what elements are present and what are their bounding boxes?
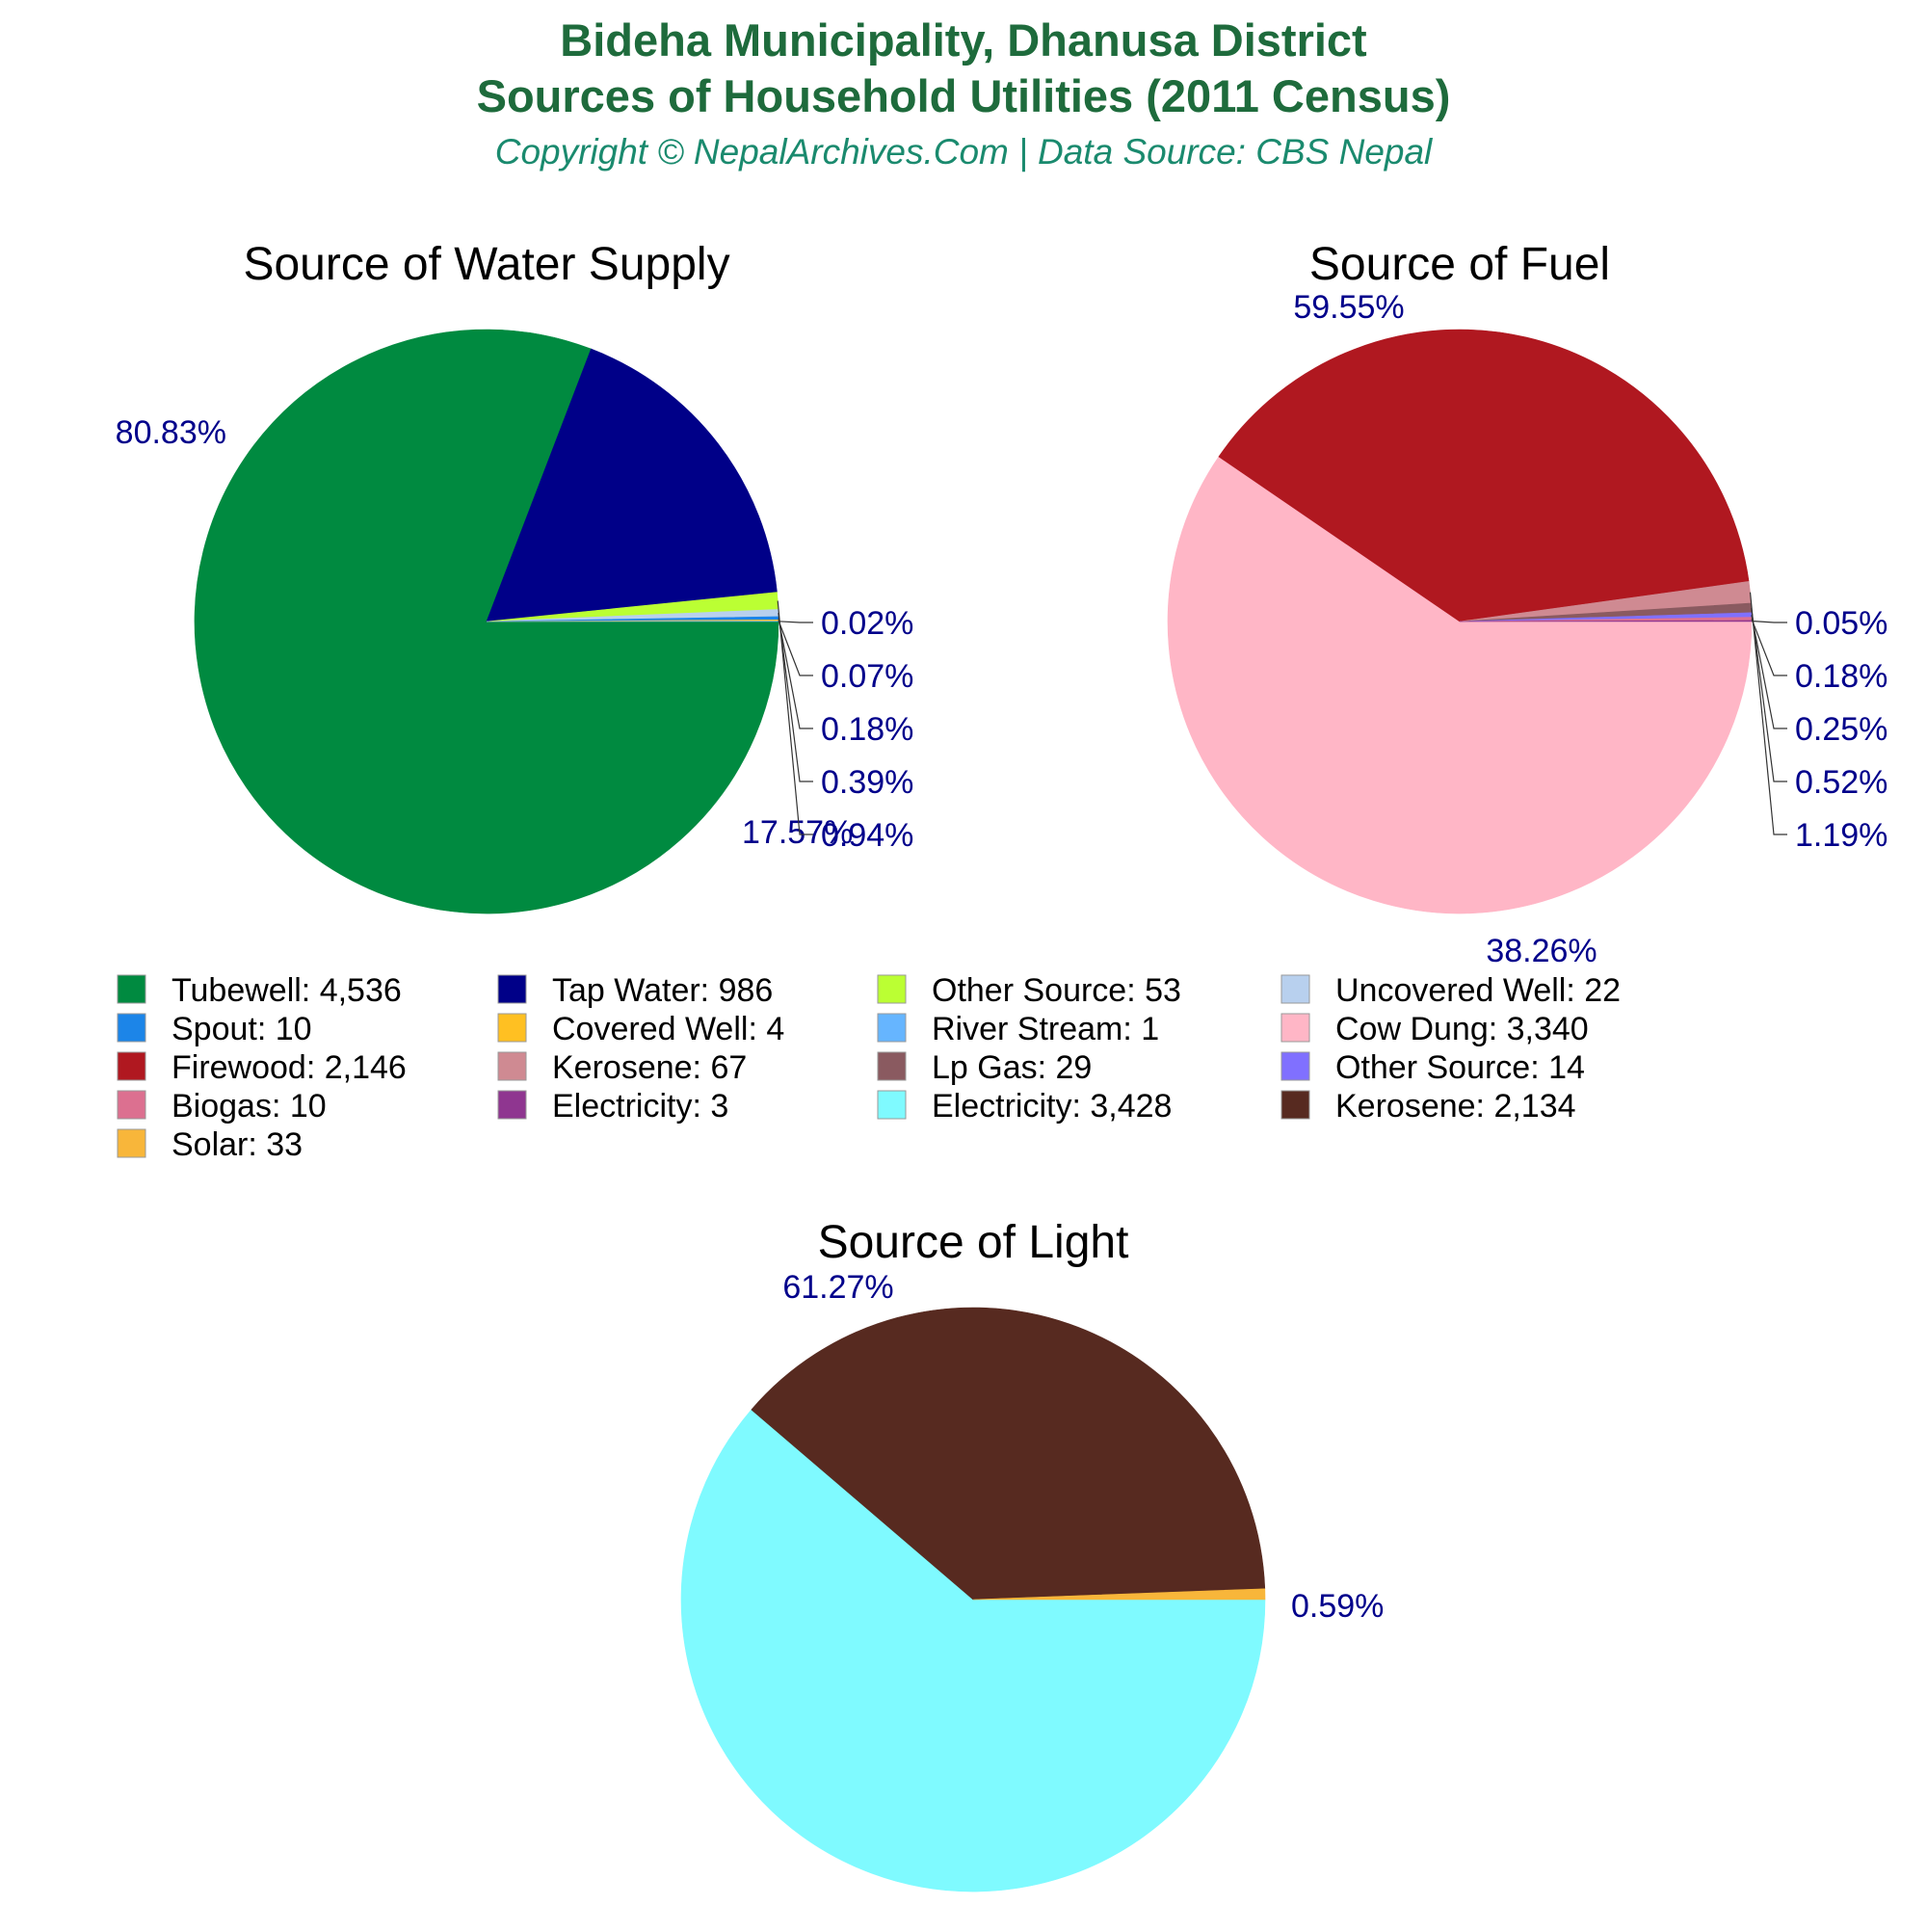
- legend-swatch: [118, 1091, 145, 1119]
- label-leader-line: [779, 613, 813, 781]
- legend-swatch: [1281, 1091, 1309, 1119]
- legend-item-electricity-3-428: Electricity: 3,428: [878, 1088, 1172, 1125]
- chart-title: Source of Water Supply: [243, 239, 729, 290]
- slice-pct-label: 59.55%: [1293, 289, 1404, 326]
- slice-pct-label: 0.52%: [1795, 764, 1887, 801]
- legend-swatch: [118, 1014, 145, 1042]
- legend-label: Lp Gas: 29: [932, 1049, 1092, 1086]
- legend-label: Kerosene: 67: [552, 1049, 747, 1086]
- pie-source-of-water-supply: Source of Water Supply80.83%17.57%0.94%0…: [116, 239, 914, 913]
- page-subtitle: Copyright © NepalArchives.Com | Data Sou…: [495, 132, 1434, 172]
- legend-swatch: [498, 1091, 526, 1119]
- legend-label: Biogas: 10: [172, 1088, 327, 1125]
- page-title-line1: Bideha Municipality, Dhanusa District: [560, 14, 1367, 66]
- legend-item-other-source-53: Other Source: 53: [878, 972, 1181, 1009]
- legend-item-biogas-10: Biogas: 10: [118, 1088, 327, 1125]
- legend-label: Covered Well: 4: [552, 1011, 784, 1047]
- label-leader-line: [778, 601, 813, 835]
- legend-label: Electricity: 3: [552, 1088, 728, 1125]
- legend-label: Uncovered Well: 22: [1335, 972, 1621, 1009]
- legend-label: Firewood: 2,146: [172, 1049, 407, 1086]
- legend-item-other-source-14: Other Source: 14: [1281, 1049, 1585, 1086]
- chart-title: Source of Fuel: [1309, 239, 1610, 290]
- legend-swatch: [1281, 1014, 1309, 1042]
- legend-swatch: [498, 1014, 526, 1042]
- legend-item-firewood-2-146: Firewood: 2,146: [118, 1049, 407, 1086]
- slice-pct-label: 61.27%: [782, 1269, 893, 1306]
- legend-item-kerosene-67: Kerosene: 67: [498, 1049, 747, 1086]
- slice-pct-label: 0.39%: [821, 764, 913, 801]
- legend-item-river-stream-1: River Stream: 1: [878, 1011, 1159, 1047]
- legend-swatch: [118, 1052, 145, 1080]
- legend-item-cow-dung-3-340: Cow Dung: 3,340: [1281, 1011, 1589, 1047]
- legend-swatch: [878, 1014, 906, 1042]
- page-title-line2: Sources of Household Utilities (2011 Cen…: [477, 70, 1451, 121]
- legend-item-uncovered-well-22: Uncovered Well: 22: [1281, 972, 1621, 1009]
- legend-item-solar-33: Solar: 33: [118, 1126, 303, 1163]
- slice-pct-label: 38.26%: [1486, 933, 1597, 969]
- slice-pct-label: 0.07%: [821, 658, 913, 695]
- legend-label: River Stream: 1: [932, 1011, 1159, 1047]
- legend-item-covered-well-4: Covered Well: 4: [498, 1011, 784, 1047]
- slice-pct-label: 1.19%: [1795, 817, 1887, 854]
- legend-swatch: [878, 975, 906, 1003]
- legend-item-tap-water-986: Tap Water: 986: [498, 972, 773, 1009]
- slice-pct-label: 0.59%: [1291, 1588, 1384, 1625]
- chart-title: Source of Light: [818, 1217, 1129, 1268]
- legend-swatch: [118, 1129, 145, 1157]
- legend-swatch: [878, 1091, 906, 1119]
- slice-pct-label: 0.18%: [821, 711, 913, 748]
- legend-label: Other Source: 14: [1335, 1049, 1585, 1086]
- slice-pct-label: 0.18%: [1795, 658, 1887, 695]
- slice-pct-label: 0.05%: [1795, 605, 1887, 642]
- legend: Tubewell: 4,536 Tap Water: 986 Other Sourc…: [118, 972, 1621, 1163]
- legend-label: Tap Water: 986: [552, 972, 773, 1009]
- label-leader-line: [1752, 622, 1787, 623]
- legend-label: Other Source: 53: [932, 972, 1181, 1009]
- slice-pct-label: 80.83%: [116, 414, 226, 451]
- legend-label: Tubewell: 4,536: [172, 972, 402, 1009]
- legend-item-tubewell-4-536: Tubewell: 4,536: [118, 972, 402, 1009]
- legend-label: Spout: 10: [172, 1011, 312, 1047]
- legend-swatch: [118, 975, 145, 1003]
- slice-pct-label: 0.02%: [821, 605, 913, 642]
- label-leader-line: [1752, 608, 1787, 781]
- legend-label: Cow Dung: 3,340: [1335, 1011, 1589, 1047]
- legend-item-electricity-3: Electricity: 3: [498, 1088, 728, 1125]
- legend-swatch: [498, 1052, 526, 1080]
- slice-pct-label: 0.94%: [821, 817, 913, 854]
- legend-swatch: [498, 975, 526, 1003]
- legend-item-kerosene-2-134: Kerosene: 2,134: [1281, 1088, 1576, 1125]
- legend-item-spout-10: Spout: 10: [118, 1011, 312, 1047]
- legend-swatch: [1281, 1052, 1309, 1080]
- legend-label: Electricity: 3,428: [932, 1088, 1172, 1125]
- legend-swatch: [1281, 975, 1309, 1003]
- legend-item-lp-gas-29: Lp Gas: 29: [878, 1049, 1092, 1086]
- legend-label: Kerosene: 2,134: [1335, 1088, 1576, 1125]
- slice-pct-label: 0.25%: [1795, 711, 1887, 748]
- legend-label: Solar: 33: [172, 1126, 303, 1163]
- legend-swatch: [878, 1052, 906, 1080]
